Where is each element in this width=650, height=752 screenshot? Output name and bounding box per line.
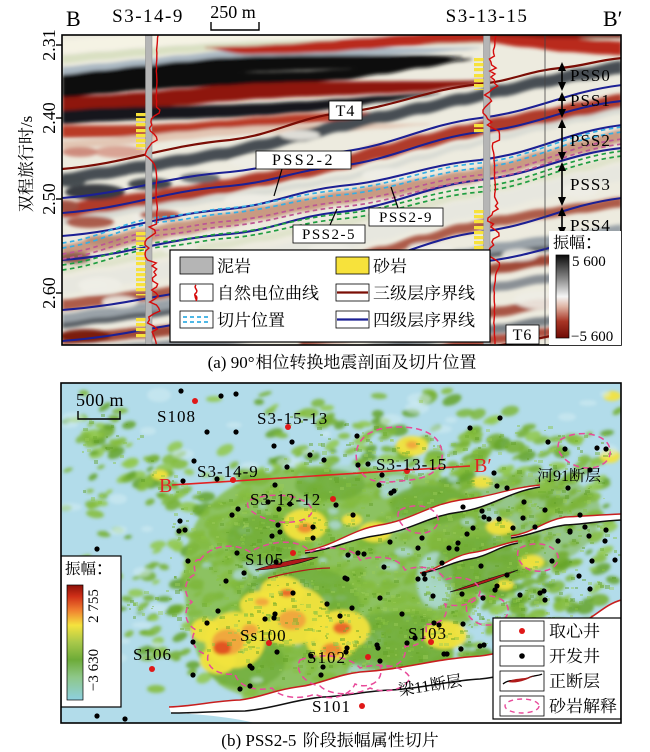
svg-text:500 m: 500 m (76, 390, 124, 410)
svg-text:S106: S106 (133, 645, 172, 664)
svg-text:Ss100: Ss100 (240, 626, 287, 645)
svg-text:S105: S105 (245, 550, 284, 569)
svg-text:5 600: 5 600 (572, 254, 606, 270)
svg-text:T4: T4 (336, 103, 356, 120)
svg-text:2.40: 2.40 (39, 102, 59, 134)
svg-text:B′: B′ (474, 455, 492, 477)
svg-text:S3-13-15: S3-13-15 (376, 455, 447, 474)
svg-text:2.60: 2.60 (39, 277, 59, 309)
svg-text:：: ： (96, 561, 112, 578)
svg-text:PSS2-5: PSS2-5 (302, 227, 356, 243)
svg-text:−3 630: −3 630 (86, 649, 102, 691)
svg-text:S103: S103 (408, 624, 447, 643)
svg-text:S3-15-13: S3-15-13 (257, 409, 328, 428)
svg-text:T6: T6 (513, 327, 533, 344)
svg-text:S3-14-9: S3-14-9 (112, 6, 184, 27)
svg-text:PSS2-9: PSS2-9 (379, 210, 433, 226)
svg-text:S3-13-15: S3-13-15 (446, 6, 529, 27)
svg-text:11: 11 (413, 678, 431, 697)
svg-text:PSS0: PSS0 (570, 66, 611, 85)
svg-text:B: B (66, 6, 81, 31)
svg-text:S108: S108 (157, 407, 196, 426)
svg-text:：: ： (585, 235, 601, 252)
svg-text:B: B (159, 475, 172, 497)
svg-text:/s: /s (17, 116, 36, 127)
svg-text:(b) PSS2-5: (b) PSS2-5 (221, 731, 296, 750)
svg-text:2 755: 2 755 (86, 589, 102, 623)
svg-text:2.50: 2.50 (39, 183, 59, 215)
svg-text:PSS3: PSS3 (570, 175, 611, 194)
svg-text:PSS4: PSS4 (570, 216, 611, 235)
svg-text:91: 91 (553, 468, 569, 485)
svg-text:S3-14-9: S3-14-9 (197, 462, 259, 481)
svg-text:S101: S101 (312, 697, 351, 716)
svg-text:2.31: 2.31 (39, 29, 59, 61)
svg-text:PSS1: PSS1 (570, 91, 611, 110)
svg-text:PSS2-2: PSS2-2 (272, 152, 335, 169)
svg-text:PSS2: PSS2 (570, 131, 611, 150)
svg-text:S102: S102 (307, 648, 346, 667)
svg-text:−5 600: −5 600 (571, 329, 613, 345)
svg-text:S3-12-12: S3-12-12 (250, 490, 321, 509)
svg-text:B′: B′ (603, 6, 623, 31)
svg-text:(a) 90°: (a) 90° (208, 353, 255, 372)
svg-text:250 m: 250 m (210, 2, 256, 22)
